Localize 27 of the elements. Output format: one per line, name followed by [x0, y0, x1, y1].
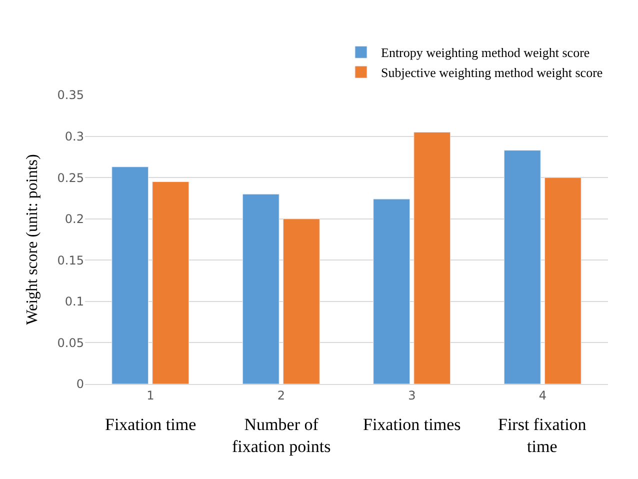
bar: [373, 198, 410, 384]
legend-label: Entropy weighting method weight score: [381, 45, 590, 60]
y-tick-label: 0.15: [57, 253, 84, 268]
x-tick-label: 1: [146, 388, 154, 402]
bar: [152, 181, 190, 384]
bar: [504, 150, 541, 384]
bar: [414, 132, 451, 384]
text: Fixation times: [363, 415, 461, 434]
y-tick-label: 0.35: [57, 88, 84, 102]
text: First fixation time: [498, 415, 587, 456]
x-tick-label: 2: [277, 388, 285, 402]
y-tick-label: 0: [76, 377, 84, 392]
x-tick-label: 4: [538, 388, 546, 402]
text: Number of fixation points: [232, 415, 331, 456]
bar: [282, 218, 320, 384]
bar: [112, 166, 149, 384]
legend-label: Subjective weighting method weight score: [381, 65, 603, 80]
bar: [544, 177, 582, 384]
y-tick-label: 0.25: [57, 170, 84, 185]
x-tick-label: 3: [408, 388, 416, 402]
y-axis-title: Weight score (unit: points): [24, 154, 42, 325]
bar: [242, 194, 280, 384]
text: Fixation time: [105, 415, 196, 434]
y-tick-label: 0.2: [64, 212, 84, 226]
y-tick-label: 0.05: [57, 336, 84, 350]
y-tick-label: 0.3: [64, 129, 84, 144]
y-tick-label: 0.1: [64, 294, 84, 309]
